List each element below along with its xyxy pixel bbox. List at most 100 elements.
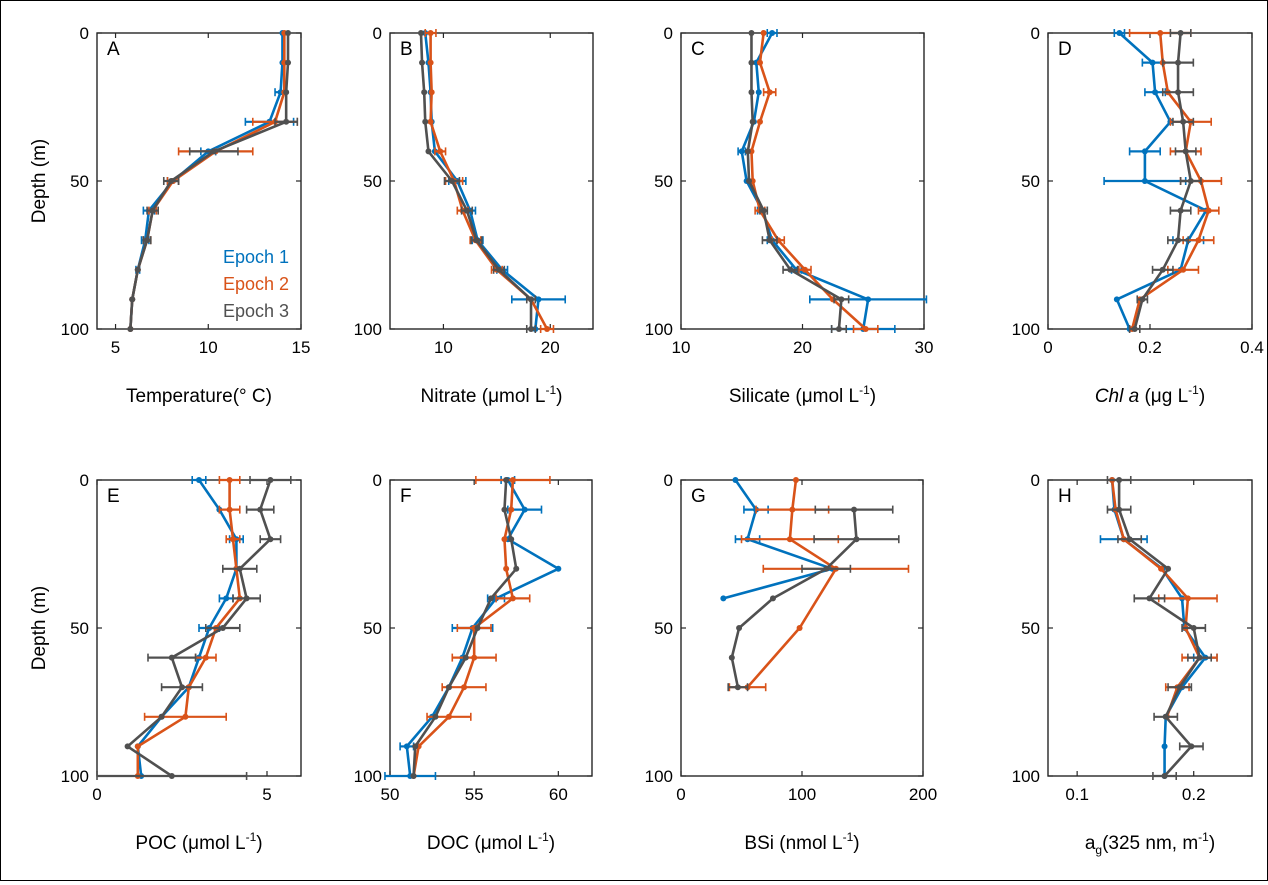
data-point	[766, 89, 773, 96]
data-point	[495, 266, 502, 273]
data-point	[1157, 30, 1164, 36]
axes-box	[1047, 479, 1253, 777]
series-line	[750, 32, 867, 330]
data-point	[134, 266, 141, 273]
x-tick-label: 30	[915, 338, 934, 357]
panel-h: 0.1 0.2 0 50 100 Hag(325 nm, m-1)	[1012, 471, 1253, 857]
x-tick-label: 0	[92, 785, 101, 804]
x-tick-label: 10	[434, 338, 453, 357]
x-tick-label: 15	[292, 338, 311, 357]
data-point	[219, 625, 226, 631]
data-point	[769, 30, 776, 36]
panel-letter: H	[1058, 486, 1072, 507]
data-point	[144, 237, 151, 244]
data-point	[168, 654, 175, 661]
y-tick-label: 0	[80, 24, 89, 43]
y-tick-label: 0	[373, 24, 382, 43]
y-tick-label: 100	[1012, 320, 1040, 339]
panel-letter: B	[400, 39, 413, 60]
x-tick-label: 0	[1043, 338, 1052, 357]
data-point	[1141, 178, 1148, 184]
data-point	[427, 59, 434, 66]
x-axis-title: POC (μmol L-1)	[135, 830, 262, 854]
series-line	[740, 32, 870, 330]
y-tick-label: 0	[373, 471, 382, 490]
data-point	[501, 536, 508, 543]
data-point	[760, 30, 767, 36]
data-point	[734, 684, 741, 691]
data-point	[732, 477, 739, 483]
data-point	[422, 118, 429, 125]
series-epoch-1	[737, 29, 928, 333]
y-tick-label: 100	[354, 767, 382, 786]
data-point	[838, 296, 845, 303]
data-point	[796, 625, 803, 631]
data-point	[488, 595, 494, 602]
data-point	[756, 118, 763, 125]
data-point	[124, 743, 131, 750]
x-tick-label: 0	[676, 785, 685, 804]
legend-entry: Epoch 1	[223, 247, 289, 267]
panel-c: 10 20 30 0 50 100 C Silicate (μmol L-1)	[645, 24, 934, 407]
data-point	[1152, 89, 1159, 96]
x-axis-title: ag(325 nm, m-1)	[1085, 830, 1215, 857]
axes-box	[389, 32, 594, 330]
data-point	[756, 59, 763, 66]
data-point	[1175, 237, 1182, 244]
data-point	[1176, 684, 1183, 691]
x-tick-label: 20	[793, 338, 812, 357]
data-point	[196, 477, 202, 483]
data-point	[437, 148, 444, 155]
data-point	[744, 148, 751, 155]
data-point	[226, 477, 233, 483]
x-tick-label: 0.2	[1182, 785, 1206, 804]
data-point	[448, 178, 455, 184]
y-tick-label: 50	[363, 619, 382, 638]
data-point	[1116, 477, 1123, 483]
data-point	[1126, 536, 1133, 543]
y-tick-label: 100	[61, 320, 89, 339]
y-axis-title: Depth (m)	[29, 139, 50, 223]
y-tick-label: 0	[80, 471, 89, 490]
data-point	[760, 207, 767, 214]
data-point	[1131, 326, 1138, 332]
data-point	[792, 477, 799, 483]
data-point	[210, 148, 217, 155]
y-tick-label: 100	[1012, 767, 1040, 786]
data-point	[748, 30, 755, 36]
data-point	[835, 326, 842, 332]
data-point	[471, 654, 478, 661]
panel-a: 5 10 15 0 50 100 A Temperature(° C) Depth (m) Epo…	[29, 24, 310, 407]
data-point	[257, 506, 264, 513]
x-axis-title: Temperature(° C)	[126, 386, 272, 407]
data-point	[1182, 148, 1189, 155]
data-point	[403, 743, 410, 750]
y-tick-label: 50	[70, 619, 89, 638]
series-epoch-2	[748, 30, 879, 333]
x-tick-label: 10	[672, 338, 691, 357]
data-point	[1188, 743, 1195, 750]
data-point	[410, 773, 417, 779]
data-point	[134, 743, 141, 750]
series-epoch-2	[410, 476, 551, 779]
x-tick-label: 20	[541, 338, 560, 357]
data-point	[544, 326, 551, 332]
data-point	[168, 178, 175, 184]
data-point	[474, 625, 481, 631]
panel-letter: G	[691, 486, 706, 507]
data-point	[720, 595, 727, 602]
legend-entry: Epoch 3	[223, 301, 289, 321]
data-point	[283, 118, 290, 125]
y-tick-label: 50	[654, 172, 673, 191]
data-point	[243, 595, 250, 602]
series-epoch-3	[417, 30, 537, 333]
panel-letter: C	[691, 39, 705, 60]
panel-letter: D	[1058, 39, 1072, 60]
data-point	[1116, 30, 1123, 36]
x-axis-title: BSi (nmol L-1)	[744, 830, 859, 854]
data-point	[473, 237, 480, 244]
data-point	[1162, 713, 1169, 720]
data-point	[230, 536, 236, 543]
